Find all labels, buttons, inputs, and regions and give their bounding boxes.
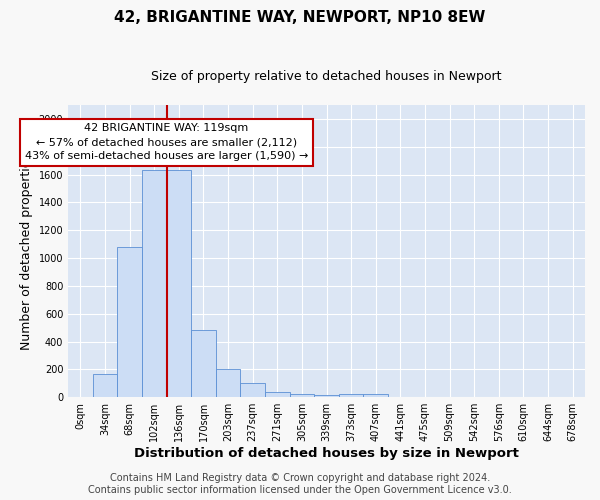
Bar: [339, 394, 364, 397]
Bar: [191, 330, 216, 397]
X-axis label: Distribution of detached houses by size in Newport: Distribution of detached houses by size …: [134, 447, 519, 460]
Title: Size of property relative to detached houses in Newport: Size of property relative to detached ho…: [151, 70, 502, 83]
Bar: [142, 170, 167, 397]
Bar: [241, 384, 265, 397]
Bar: [290, 394, 314, 397]
Bar: [167, 170, 191, 397]
Bar: [265, 392, 290, 397]
Text: 42, BRIGANTINE WAY, NEWPORT, NP10 8EW: 42, BRIGANTINE WAY, NEWPORT, NP10 8EW: [115, 10, 485, 25]
Text: 42 BRIGANTINE WAY: 119sqm
← 57% of detached houses are smaller (2,112)
43% of se: 42 BRIGANTINE WAY: 119sqm ← 57% of detac…: [25, 123, 308, 161]
Bar: [364, 394, 388, 397]
Bar: [118, 247, 142, 397]
Bar: [93, 374, 118, 397]
Bar: [314, 395, 339, 397]
Y-axis label: Number of detached properties: Number of detached properties: [20, 152, 33, 350]
Bar: [216, 370, 241, 397]
Text: Contains HM Land Registry data © Crown copyright and database right 2024.
Contai: Contains HM Land Registry data © Crown c…: [88, 474, 512, 495]
